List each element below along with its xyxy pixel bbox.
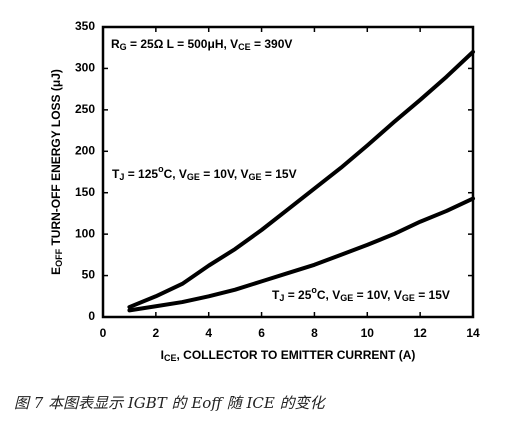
annotation-part: = 390V <box>251 37 293 51</box>
y-axis-label-part: TURN-OFF ENERGY LOSS (μJ) <box>49 69 63 249</box>
y-tick-label: 250 <box>75 102 95 116</box>
caption: 图 7 本图表显示 IGBT 的 Eoff 随 ICE 的变化 <box>14 394 327 412</box>
annotation: RG = 25Ω L = 500μH, VCE = 390V <box>111 37 292 52</box>
y-tick-label: 300 <box>75 61 95 75</box>
y-tick-label: 100 <box>75 226 95 240</box>
data-line <box>127 49 475 310</box>
x-tick-label: 14 <box>466 326 480 340</box>
annotation-part: CE <box>238 42 251 52</box>
x-axis-label: ICE, COLLECTOR TO EMITTER CURRENT (A) <box>161 348 416 363</box>
data-line <box>127 196 475 313</box>
x-tick-label: 4 <box>205 326 212 340</box>
series-label-part: T <box>112 167 120 181</box>
x-axis-label-part: , COLLECTOR TO EMITTER CURRENT (A) <box>176 348 415 362</box>
x-tick-label: 6 <box>258 326 265 340</box>
series-label-part: GE <box>187 172 200 182</box>
series-label: TJ = 125oC, VGE = 10V, VGE = 15V <box>112 164 297 182</box>
plot-frame <box>101 25 475 319</box>
x-axis-label-part: I <box>161 348 164 362</box>
series-label-part: C, V <box>317 288 340 302</box>
series-label-part: C, V <box>164 167 187 181</box>
series-label-part: = 10V, V <box>353 288 402 302</box>
x-tick-label: 8 <box>311 326 318 340</box>
series-label-part: T <box>272 288 280 302</box>
y-tick-label: 150 <box>75 185 95 199</box>
series-label-part: = 25 <box>284 288 311 302</box>
x-tick-label: 2 <box>153 326 160 340</box>
series-label-part: o <box>158 164 164 174</box>
annotation-part: R <box>111 37 120 51</box>
series-label-part: GE <box>340 293 353 303</box>
series-label-part: = 15V <box>262 167 297 181</box>
y-axis-label-part: E <box>49 267 63 275</box>
y-axis-label-part: OFF <box>54 248 64 266</box>
series-label-part: = 125 <box>124 167 158 181</box>
annotation-part: = 25Ω L = 500μH, V <box>127 37 238 51</box>
series-label-part: GE <box>249 172 262 182</box>
series-label-part: J <box>279 293 284 303</box>
annotation-part: G <box>120 42 127 52</box>
x-axis-label-part: CE <box>164 353 177 363</box>
series-label: TJ = 25oC, VGE = 10V, VGE = 15V <box>272 285 450 303</box>
y-tick-label: 0 <box>88 309 95 323</box>
x-tick-label: 0 <box>100 326 107 340</box>
x-tick-label: 10 <box>361 326 375 340</box>
series-label-part: = 15V <box>415 288 450 302</box>
y-tick-label: 350 <box>75 19 95 33</box>
series-label-part: J <box>119 172 124 182</box>
series-label-part: = 10V, V <box>200 167 249 181</box>
y-tick-label: 200 <box>75 143 95 157</box>
y-tick-label: 50 <box>82 268 96 282</box>
x-tick-label: 12 <box>413 326 427 340</box>
series-label-part: o <box>311 285 317 295</box>
series-label-part: GE <box>402 293 415 303</box>
y-axis-label: EOFF TURN-OFF ENERGY LOSS (μJ) <box>49 69 64 275</box>
